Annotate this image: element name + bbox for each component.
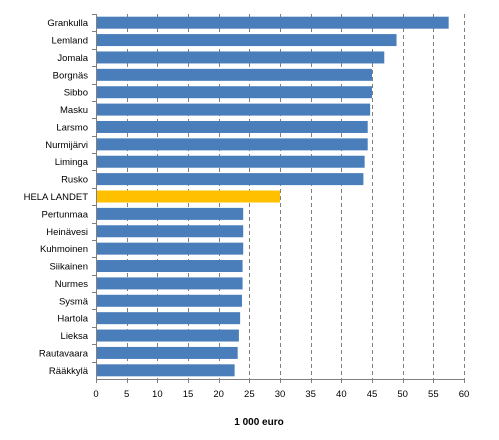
category-label: Siikainen [49, 262, 88, 273]
category-label: HELA LANDET [24, 192, 89, 203]
x-tick-labels: 0 5 10 15 20 25 30 35 40 45 50 55 60 [93, 389, 469, 400]
x-tick-label: 50 [397, 389, 408, 400]
category-label: Rusko [61, 175, 88, 186]
x-tick-label: 60 [459, 389, 470, 400]
category-label: Sysmä [59, 296, 89, 307]
category-label: Kuhmoinen [40, 244, 88, 255]
bar-5 [97, 86, 372, 99]
category-label: Liminga [55, 157, 89, 168]
bar-9 [97, 155, 365, 168]
x-tick-label: 30 [275, 389, 286, 400]
bars [97, 16, 449, 377]
bar-2 [97, 34, 397, 47]
category-label: Rääkkylä [49, 366, 89, 377]
category-label: Nurmes [55, 279, 89, 290]
bar-16 [97, 277, 243, 290]
category-label: Borgnäs [53, 70, 89, 81]
x-tick-label: 20 [213, 389, 224, 400]
x-tick-label: 55 [428, 389, 439, 400]
x-tick-label: 15 [183, 389, 194, 400]
category-label: Pertunmaa [42, 209, 89, 220]
bar-20 [97, 346, 238, 359]
category-label: Hartola [57, 314, 88, 325]
category-label: Masku [60, 105, 88, 116]
bar-6 [97, 103, 371, 116]
bar-11 [97, 190, 280, 203]
category-label: Grankulla [47, 18, 88, 29]
bar-15 [97, 260, 243, 273]
bar-18 [97, 312, 241, 325]
category-label: Larsmo [56, 122, 88, 133]
x-tick-label: 10 [152, 389, 163, 400]
bar-4 [97, 68, 372, 81]
bar-8 [97, 138, 368, 151]
x-tick-label: 40 [336, 389, 347, 400]
x-tick-label: 5 [124, 389, 129, 400]
category-labels: Grankulla Lemland Jomala Borgnäs Sibbo Masku L… [24, 18, 89, 377]
x-tick-label: 45 [367, 389, 378, 400]
bar-10 [97, 173, 364, 186]
bar-13 [97, 225, 244, 238]
axes [92, 14, 465, 383]
category-label: Sibbo [64, 88, 88, 99]
x-axis-title: 1 000 euro [234, 417, 283, 428]
category-label: Lieksa [61, 331, 89, 342]
category-label: Lemland [52, 36, 88, 47]
bar-7 [97, 120, 368, 133]
bar-3 [97, 51, 385, 64]
x-tick-label: 25 [244, 389, 255, 400]
bar-21 [97, 364, 235, 377]
bar-17 [97, 294, 242, 307]
x-tick-label: 35 [305, 389, 316, 400]
category-label: Rautavaara [39, 348, 89, 359]
category-label: Nurmijärvi [45, 140, 88, 151]
category-label: Jomala [57, 53, 88, 64]
bar-1 [97, 16, 449, 29]
category-label: Heinävesi [46, 227, 88, 238]
bar-14 [97, 242, 244, 255]
x-tick-label: 0 [93, 389, 98, 400]
bar-19 [97, 329, 239, 342]
bar-12 [97, 207, 244, 220]
